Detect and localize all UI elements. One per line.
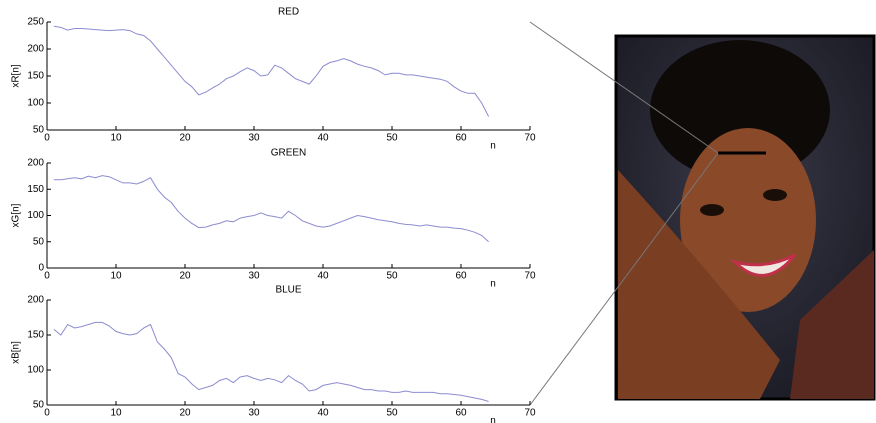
y-tick-label: 100 [27,210,44,221]
chart-title: RED [278,7,299,18]
x-tick-label: 10 [110,271,122,282]
x-tick-label: 40 [317,408,329,419]
arm [618,170,780,399]
x-axis-label: n [490,141,496,152]
x-axis-label: n [490,279,496,290]
eye [763,189,787,201]
clothing [790,250,874,399]
y-tick-label: 50 [33,236,45,247]
y-tick-label: 200 [27,44,44,55]
x-tick-label: 40 [317,271,329,282]
y-tick-label: 100 [27,98,44,109]
data-line [53,25,490,117]
x-tick-label: 20 [179,271,191,282]
data-line [53,321,489,402]
x-tick-label: 40 [317,133,329,144]
x-tick-label: 0 [44,271,50,282]
x-tick-label: 30 [248,271,260,282]
x-tick-label: 50 [386,271,398,282]
chart-title: BLUE [275,285,301,296]
y-axis-label: xR[n] [11,64,22,88]
x-tick-label: 70 [524,133,536,144]
x-tick-label: 70 [524,408,536,419]
x-tick-label: 30 [248,133,260,144]
connector [529,21,719,154]
y-tick-label: 0 [38,263,44,274]
x-tick-label: 60 [455,271,467,282]
y-tick-label: 200 [27,158,44,169]
x-tick-label: 60 [455,408,467,419]
y-tick-label: 150 [27,71,44,82]
x-tick-label: 30 [248,408,260,419]
y-tick-label: 200 [27,295,44,306]
data-line [53,175,489,243]
y-axis-label: xG[n] [11,203,22,227]
x-tick-label: 0 [44,408,50,419]
y-tick-label: 50 [33,400,45,411]
eye [700,204,724,216]
x-tick-label: 70 [524,271,536,282]
y-axis-label: xB[n] [11,341,22,364]
x-tick-label: 10 [110,133,122,144]
x-tick-label: 50 [386,408,398,419]
y-tick-label: 150 [27,184,44,195]
x-axis-label: n [490,416,496,423]
y-tick-label: 250 [27,17,44,28]
x-tick-label: 10 [110,408,122,419]
x-tick-label: 20 [179,133,191,144]
y-tick-label: 50 [33,125,45,136]
x-tick-label: 50 [386,133,398,144]
y-tick-label: 150 [27,330,44,341]
chart-title: GREEN [271,148,307,159]
photo [614,34,876,401]
connector [529,152,719,406]
y-tick-label: 100 [27,365,44,376]
smile [729,253,797,277]
x-tick-label: 0 [44,133,50,144]
x-tick-label: 60 [455,133,467,144]
x-tick-label: 20 [179,408,191,419]
